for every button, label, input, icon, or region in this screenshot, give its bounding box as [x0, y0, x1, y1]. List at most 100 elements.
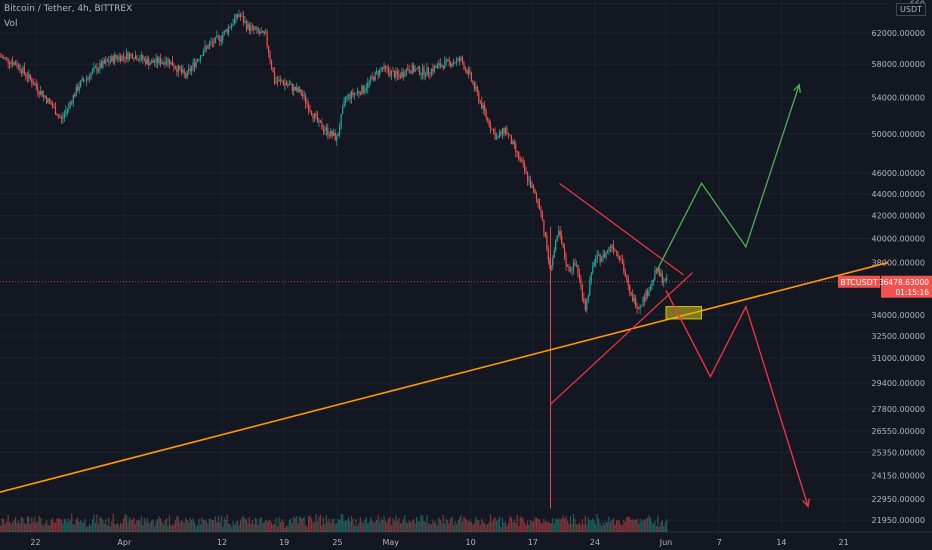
candle-body [179, 65, 181, 70]
volume-bar [507, 523, 509, 532]
volume-bar [154, 526, 156, 532]
volume-bar [436, 525, 438, 532]
volume-bar [34, 517, 36, 532]
candle-body [47, 98, 49, 103]
candle-body [299, 89, 301, 92]
candle-body [420, 73, 422, 75]
volume-bar [139, 520, 141, 532]
candle-body [484, 105, 486, 112]
candle-body [241, 16, 243, 17]
candle-body [559, 231, 561, 236]
candle-body [177, 65, 179, 73]
candle-body [59, 115, 61, 118]
volume-bar [658, 526, 660, 532]
candle-body [347, 94, 350, 96]
candle-body [31, 79, 33, 84]
volume-bar [392, 518, 394, 532]
candle-body [124, 56, 126, 59]
volume-bar [25, 524, 27, 532]
bullish-projection[interactable] [656, 84, 800, 271]
volume-bar [633, 520, 635, 532]
candle-body [188, 69, 190, 71]
candle-body [225, 29, 227, 31]
candle-body [80, 80, 82, 87]
time-tick-label: 21 [839, 538, 849, 547]
candle-body [145, 58, 147, 64]
candle-body [290, 84, 292, 85]
price-axis[interactable]: 66062000.0000058000.0000054000.000005000… [872, 0, 925, 525]
volume-bar [9, 522, 11, 532]
volume-bar [285, 525, 287, 532]
volume-bar [256, 519, 258, 532]
candle-body [427, 67, 430, 74]
candle-body [53, 106, 55, 108]
candle-body [324, 130, 326, 132]
volume-bar [504, 521, 507, 532]
candle-body [3, 57, 5, 58]
volume-bar [513, 519, 515, 532]
candle-body [16, 64, 18, 67]
candle-body [384, 65, 387, 68]
candle-body [581, 285, 583, 298]
volume-bar [466, 519, 468, 532]
volume-bar [330, 522, 332, 532]
volume-bar [328, 518, 330, 532]
volume-bar [550, 523, 552, 532]
drawings-layer[interactable] [0, 83, 889, 508]
candle-body [423, 67, 425, 77]
candle-body [544, 232, 546, 236]
volume-bar [157, 518, 159, 532]
candle-body [568, 266, 570, 271]
candle-body [102, 60, 104, 68]
volume-bar [68, 518, 70, 532]
candle-body [395, 71, 397, 78]
volume-bar [23, 522, 26, 532]
candle-body [537, 198, 539, 204]
volume-bar [191, 519, 193, 532]
candle-body [210, 42, 212, 45]
volume-bar [387, 518, 390, 532]
volume-bar [251, 519, 253, 532]
candle-body [81, 78, 83, 81]
triangle-lower-line[interactable] [550, 272, 694, 405]
candle-body [373, 76, 375, 81]
volume-bar [268, 520, 270, 532]
volume-bar [195, 526, 197, 532]
volume-bar [481, 518, 483, 532]
volume-bar [383, 515, 385, 532]
volume-bar [343, 521, 345, 532]
volume-bar [509, 516, 511, 532]
support-trendline[interactable] [0, 261, 889, 493]
candle-body [643, 297, 646, 301]
volume-bar [564, 518, 566, 532]
candle-body [207, 46, 209, 49]
volume-bar [142, 525, 144, 532]
volume-bar [19, 523, 21, 532]
volume-bar [611, 519, 613, 532]
volume-bar [657, 515, 659, 532]
volume-bar [450, 518, 452, 532]
candle-body [612, 245, 615, 251]
volume-bar [361, 521, 363, 532]
candle-body [609, 246, 612, 249]
candle-body [318, 120, 320, 122]
volume-bar [663, 526, 665, 532]
volume-indicator-label[interactable]: Vol [4, 19, 18, 29]
volume-bar [102, 519, 104, 532]
bearish-projection[interactable] [665, 290, 809, 507]
volume-bar [494, 516, 496, 532]
candle-body [476, 86, 478, 93]
candle-body [592, 265, 594, 273]
candle-body [337, 133, 339, 136]
volume-bar [97, 523, 100, 532]
currency-label[interactable]: USDT [896, 3, 926, 16]
volume-bar [290, 518, 292, 532]
candle-body [614, 250, 616, 252]
volume-bar [284, 527, 286, 532]
target-zone[interactable] [665, 306, 703, 320]
volume-bar [46, 520, 48, 532]
volume-bar [318, 516, 320, 532]
price-tick-label: 50000.00000 [872, 130, 925, 139]
candle-body [176, 69, 178, 73]
